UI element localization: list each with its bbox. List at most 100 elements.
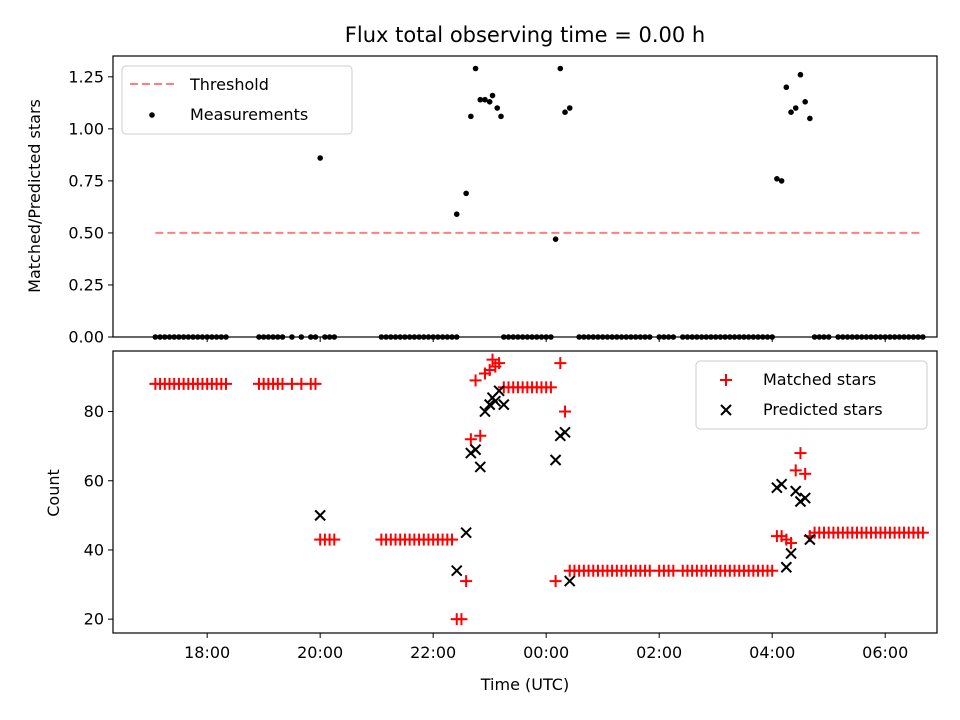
predicted-star-point: [460, 526, 472, 539]
matched-star-point: [766, 564, 779, 577]
predicted-star-stroke-b: [804, 533, 816, 546]
predicted-star-point: [564, 575, 576, 587]
bottom-x-tick-label: 18:00: [184, 643, 230, 662]
legend-threshold-label: Threshold: [189, 75, 269, 94]
predicted-star-point: [479, 405, 491, 418]
predicted-star-point: [498, 398, 510, 411]
top-y-tick-label: 0.75: [68, 171, 104, 190]
matched-star-point: [785, 537, 798, 550]
bottom-plot-frame: [112, 350, 938, 634]
matched-star-point: [328, 533, 341, 546]
measurement-point: [788, 109, 794, 115]
bottom-y-tick-label: 60: [84, 471, 104, 490]
measurement-point: [453, 211, 460, 217]
measurement-point: [557, 65, 564, 72]
top-legend-box: [121, 65, 353, 135]
predicted-star-stroke-b: [564, 575, 576, 587]
measurement-point: [463, 190, 469, 197]
measurement-point: [807, 115, 813, 122]
measurement-point: [498, 113, 504, 120]
predicted-star-point: [780, 561, 793, 573]
predicted-star-stroke-b: [469, 443, 482, 456]
predicted-star-point: [790, 485, 802, 497]
predicted-star-stroke-b: [493, 385, 505, 397]
measurement-point: [802, 98, 808, 105]
matched-star-point: [554, 357, 567, 370]
matched-star-point: [220, 377, 233, 390]
predicted-star-point: [799, 492, 811, 504]
matched-star-point: [799, 467, 812, 480]
matched-star-point: [446, 533, 459, 546]
predicted-star-stroke-b: [460, 526, 472, 539]
predicted-star-point: [483, 398, 496, 411]
predicted-star-point: [451, 565, 463, 577]
matched-star-point: [544, 381, 557, 394]
top-y-axis-label: Matched/Predicted stars: [25, 99, 44, 293]
bottom-legend-box: [695, 360, 928, 430]
predicted-star-stroke-b: [489, 395, 502, 407]
matched-star-point: [916, 526, 929, 539]
measurement-point: [489, 92, 496, 99]
predicted-star-stroke-b: [559, 426, 571, 439]
top-y-tick-label: 1.00: [68, 119, 104, 138]
matched-star-point: [794, 447, 807, 460]
predicted-star-point: [314, 509, 326, 522]
matched-star-point: [559, 405, 572, 418]
bottom-x-tick-label: 20:00: [297, 643, 343, 662]
top-plot-frame: [112, 55, 938, 338]
predicted-star-point: [804, 533, 816, 546]
measurement-point: [477, 96, 484, 103]
bottom-x-tick-label: 04:00: [749, 643, 795, 662]
predicted-star-stroke-b: [451, 565, 463, 577]
predicted-star-stroke-b: [549, 454, 562, 466]
matched-star-point: [549, 575, 562, 588]
top-plot-area: 0.00 0.25 0.50 0.75 1.00 1.25 Matched/Predict…: [25, 55, 938, 347]
predicted-star-point: [489, 395, 502, 407]
measurement-point: [552, 236, 559, 242]
top-y-tick-label: 0.25: [68, 275, 104, 294]
predicted-star-stroke-b: [498, 398, 510, 411]
predicted-star-stroke-b: [474, 461, 486, 473]
measurement-point: [494, 105, 501, 111]
bottom-x-tick-label: 00:00: [523, 643, 569, 662]
matched-star-point: [493, 357, 506, 370]
bottom-x-tick-label: 22:00: [410, 643, 456, 662]
top-y-tick-label: 0.00: [68, 328, 104, 347]
bottom-y-axis-label: Count: [44, 469, 63, 517]
matched-star-point: [474, 429, 487, 442]
bottom-legend: Matched stars Predicted stars: [695, 360, 928, 430]
predicted-star-stroke-b: [785, 547, 797, 560]
predicted-star-point: [549, 454, 562, 466]
predicted-star-stroke-b: [775, 478, 788, 490]
predicted-star-stroke-b: [799, 492, 811, 504]
top-x-axis: [206, 337, 886, 342]
predicted-star-stroke-b: [314, 509, 326, 522]
top-y-tick-label: 1.25: [68, 67, 104, 86]
matched-star-point: [460, 575, 473, 588]
measurement-point: [482, 96, 488, 103]
bottom-marks-layer: [149, 353, 929, 626]
predicted-star-point: [493, 385, 505, 397]
legend-predicted-swatch: [720, 404, 732, 416]
predicted-star-point: [474, 461, 486, 473]
legend-matched-swatch: [720, 374, 732, 386]
legend-measurements-label: Measurements: [190, 105, 308, 124]
measurement-point: [566, 105, 573, 111]
legend-matched-label: Matched stars: [763, 370, 876, 389]
predicted-star-stroke-b: [479, 405, 491, 418]
bottom-x-tick-label: 06:00: [862, 643, 908, 662]
matched-star-point: [789, 464, 802, 477]
bottom-x-axis-label: Time (UTC): [480, 675, 569, 694]
measurement-point: [774, 176, 780, 182]
measurement-point: [472, 65, 479, 72]
measurement-point: [797, 71, 804, 78]
matched-star-point: [309, 377, 322, 390]
bottom-x-axis: 18:00 20:00 22:00 00:00 02:00 04:00 06:00: [184, 633, 908, 662]
bottom-y-tick-label: 40: [84, 540, 104, 559]
predicted-star-stroke-b: [790, 485, 802, 497]
matched-star-point: [464, 433, 477, 446]
predicted-star-point: [785, 547, 797, 560]
matched-star-point: [469, 374, 482, 387]
legend-predicted-label: Predicted stars: [763, 400, 883, 419]
predicted-star-point: [469, 443, 482, 456]
